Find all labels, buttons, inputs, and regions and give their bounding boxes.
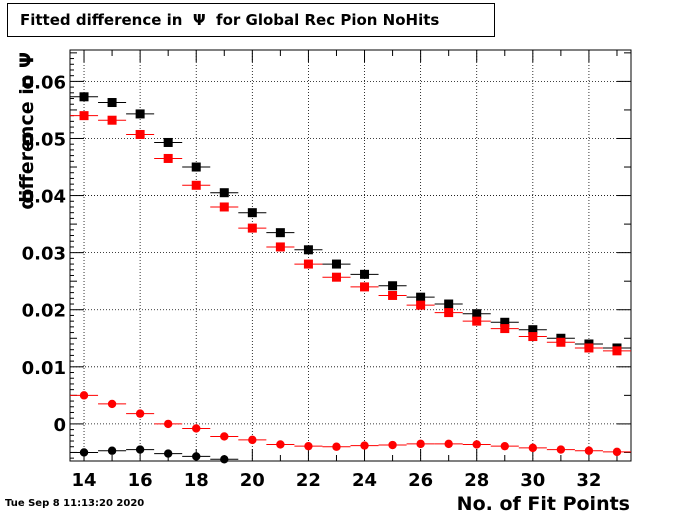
- data-point: [135, 409, 145, 418]
- data-point: [192, 452, 201, 461]
- data-point: [79, 111, 89, 121]
- data-point: [275, 228, 285, 238]
- data-point: [79, 448, 89, 457]
- y-tick-label: 0.03: [22, 244, 66, 265]
- data-point: [303, 245, 313, 255]
- x-tick-label: 30: [520, 470, 545, 491]
- y-tick-label: 0: [53, 415, 66, 436]
- data-point: [360, 441, 369, 450]
- data-point: [79, 391, 89, 400]
- data-point: [247, 208, 257, 218]
- x-tick-label: 28: [464, 470, 489, 491]
- data-point: [107, 446, 117, 455]
- data-point: [388, 440, 397, 450]
- data-point: [416, 292, 426, 302]
- data-point: [584, 343, 594, 353]
- data-point: [135, 445, 145, 454]
- data-point: [331, 259, 341, 269]
- data-point: [500, 324, 510, 334]
- data-point: [472, 309, 482, 319]
- data-point: [584, 446, 594, 455]
- data-point: [247, 223, 257, 233]
- data-point: [444, 299, 454, 309]
- data-point: [360, 282, 370, 292]
- data-point: [444, 439, 453, 449]
- data-point: [163, 137, 173, 147]
- x-tick-label: 32: [576, 470, 601, 491]
- y-tick-label: 0.02: [22, 301, 66, 322]
- data-point: [219, 188, 229, 198]
- data-point: [276, 440, 285, 449]
- data-point: [107, 399, 117, 409]
- y-tick-label: 0.05: [22, 129, 66, 150]
- data-point: [304, 441, 313, 451]
- data-point: [528, 443, 538, 453]
- data-point: [500, 441, 509, 451]
- data-point: [163, 449, 173, 458]
- data-point: [416, 300, 426, 310]
- data-point: [107, 98, 117, 108]
- data-point: [220, 455, 229, 464]
- y-tick-label: 0.06: [22, 72, 66, 93]
- x-tick-label: 24: [352, 470, 377, 491]
- data-point: [163, 419, 173, 429]
- data-point: [191, 180, 201, 190]
- timestamp: Tue Sep 8 11:13:20 2020: [5, 498, 145, 509]
- y-tick-label: 0.01: [22, 358, 66, 379]
- data-point: [79, 92, 89, 102]
- data-point: [275, 242, 285, 252]
- data-point: [612, 447, 622, 457]
- data-point: [163, 153, 173, 163]
- data-point: [360, 269, 370, 279]
- y-tick-label: 0.04: [22, 187, 66, 208]
- data-point: [612, 346, 622, 356]
- y-axis-title: difference in Ψ: [16, 52, 38, 210]
- data-point: [416, 439, 425, 449]
- data-point: [135, 129, 145, 139]
- data-point: [248, 435, 257, 445]
- data-point: [528, 332, 538, 342]
- data-point: [472, 440, 481, 449]
- data-point: [388, 290, 398, 300]
- x-tick-label: 14: [71, 470, 96, 491]
- data-point: [331, 272, 341, 282]
- data-point: [556, 337, 566, 347]
- data-point: [528, 325, 538, 335]
- data-point: [388, 281, 398, 291]
- data-point: [556, 445, 566, 454]
- plot-frame: [69, 49, 632, 462]
- chart-title: Fitted difference in Ψ for Global Rec Pi…: [7, 3, 495, 37]
- x-tick-label: 16: [128, 470, 153, 491]
- x-tick-label: 20: [240, 470, 265, 491]
- x-tick-label: 18: [184, 470, 209, 491]
- data-point: [332, 442, 341, 451]
- data-point: [303, 259, 313, 269]
- x-axis-title: No. of Fit Points: [457, 493, 630, 514]
- data-point: [219, 202, 229, 212]
- data-point: [472, 316, 482, 326]
- data-point: [107, 115, 117, 125]
- data-point: [135, 109, 145, 119]
- data-point: [220, 432, 229, 441]
- data-point: [191, 162, 201, 172]
- data-point: [192, 424, 201, 433]
- x-tick-label: 22: [296, 470, 321, 491]
- data-point: [500, 317, 510, 327]
- x-tick-label: 26: [408, 470, 433, 491]
- data-point: [444, 308, 454, 318]
